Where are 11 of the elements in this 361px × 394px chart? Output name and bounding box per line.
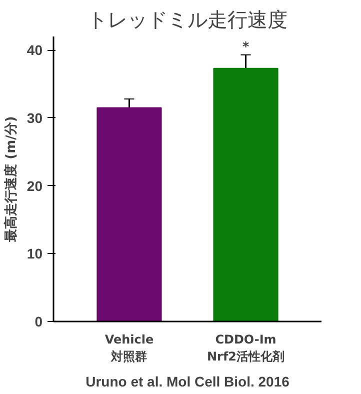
y-axis-title: 最高走行速度 (m/分) [2, 116, 19, 243]
y-tick-label: 30 [26, 110, 43, 126]
y-tick-label: 0 [34, 314, 43, 330]
y-tick-label: 40 [26, 42, 43, 58]
chart-title: トレッドミル走行速度 [88, 8, 288, 32]
x-tick-label: Vehicle 対照群 [104, 332, 154, 364]
y-tick-label: 20 [26, 178, 43, 194]
x-tick-label: CDDO-Im Nrf2活性化剤 [206, 332, 285, 364]
y-tick-label: 10 [26, 246, 43, 262]
annotation: * [242, 40, 250, 55]
text: Uruno et al. Mol Cell Biol. 2016 [86, 374, 290, 390]
